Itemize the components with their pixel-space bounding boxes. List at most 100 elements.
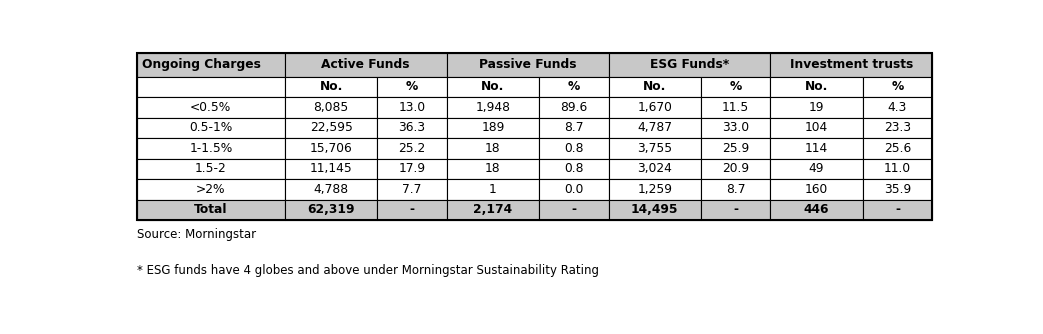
Bar [771,179,863,200]
Text: 22,595: 22,595 [310,121,353,134]
Text: 3,024: 3,024 [637,162,672,175]
Text: 18: 18 [485,142,501,155]
Bar [771,53,932,76]
Bar [446,76,539,97]
Bar [863,159,932,179]
Bar [863,76,932,97]
Text: 13.0: 13.0 [398,101,426,114]
Bar [771,76,863,97]
Text: 25.9: 25.9 [722,142,749,155]
Bar [771,159,863,179]
Text: 3,755: 3,755 [637,142,673,155]
Bar [378,97,446,118]
Bar [446,97,539,118]
Bar [539,179,608,200]
Bar [863,97,932,118]
Text: 25.2: 25.2 [398,142,426,155]
Bar [701,97,771,118]
Text: 11.0: 11.0 [884,162,912,175]
Bar [446,118,539,138]
Text: 1,259: 1,259 [637,183,673,196]
Text: 1,670: 1,670 [637,101,672,114]
Bar [137,76,285,97]
Bar [539,97,608,118]
Bar [608,138,701,159]
Text: No.: No. [644,80,666,93]
Bar [863,118,932,138]
Text: %: % [892,80,903,93]
Text: 160: 160 [805,183,828,196]
Text: 1.5-2: 1.5-2 [195,162,226,175]
Text: -: - [410,203,414,216]
Bar [285,200,378,220]
Bar [701,118,771,138]
Text: * ESG funds have 4 globes and above under Morningstar Sustainability Rating: * ESG funds have 4 globes and above unde… [137,264,599,277]
Bar [771,200,863,220]
Text: Ongoing Charges: Ongoing Charges [142,58,261,71]
Bar [608,76,701,97]
Bar [701,200,771,220]
Bar [285,118,378,138]
Bar [137,159,285,179]
Text: %: % [729,80,742,93]
Text: 20.9: 20.9 [722,162,749,175]
Bar [446,159,539,179]
Bar [285,53,446,76]
Text: >2%: >2% [196,183,225,196]
Text: 0.8: 0.8 [564,142,584,155]
Bar [378,138,446,159]
Bar [701,179,771,200]
Bar [446,53,608,76]
Bar [378,118,446,138]
Text: 4,787: 4,787 [637,121,673,134]
Bar [608,200,701,220]
Text: 14,495: 14,495 [631,203,679,216]
Text: 446: 446 [804,203,829,216]
Bar [608,179,701,200]
Bar [539,159,608,179]
Bar [285,159,378,179]
Text: 49: 49 [809,162,824,175]
Text: ESG Funds*: ESG Funds* [650,58,729,71]
Bar [378,200,446,220]
Bar [539,76,608,97]
Text: 2,174: 2,174 [474,203,512,216]
Text: 114: 114 [805,142,828,155]
Text: Passive Funds: Passive Funds [479,58,577,71]
Text: %: % [406,80,418,93]
Text: 4.3: 4.3 [888,101,907,114]
Text: 35.9: 35.9 [883,183,912,196]
Bar [137,200,285,220]
Text: 19: 19 [809,101,824,114]
Bar [137,53,932,220]
Bar [285,179,378,200]
Bar [608,118,701,138]
Bar [771,138,863,159]
Bar [137,97,285,118]
Text: No.: No. [319,80,343,93]
Bar [285,97,378,118]
Text: -: - [733,203,738,216]
Text: 17.9: 17.9 [398,162,426,175]
Bar [771,118,863,138]
Text: 104: 104 [805,121,828,134]
Text: -: - [895,203,900,216]
Bar [378,179,446,200]
Bar [539,200,608,220]
Text: <0.5%: <0.5% [190,101,232,114]
Bar [446,138,539,159]
Text: 0.0: 0.0 [564,183,583,196]
Text: Active Funds: Active Funds [321,58,410,71]
Text: 18: 18 [485,162,501,175]
Text: 23.3: 23.3 [884,121,912,134]
Text: 8.7: 8.7 [726,183,746,196]
Bar [608,97,701,118]
Bar [285,76,378,97]
Bar [137,53,285,76]
Text: 0.8: 0.8 [564,162,584,175]
Bar [863,200,932,220]
Text: 11,145: 11,145 [310,162,353,175]
Bar [378,159,446,179]
Text: 1-1.5%: 1-1.5% [189,142,233,155]
Text: 189: 189 [481,121,505,134]
